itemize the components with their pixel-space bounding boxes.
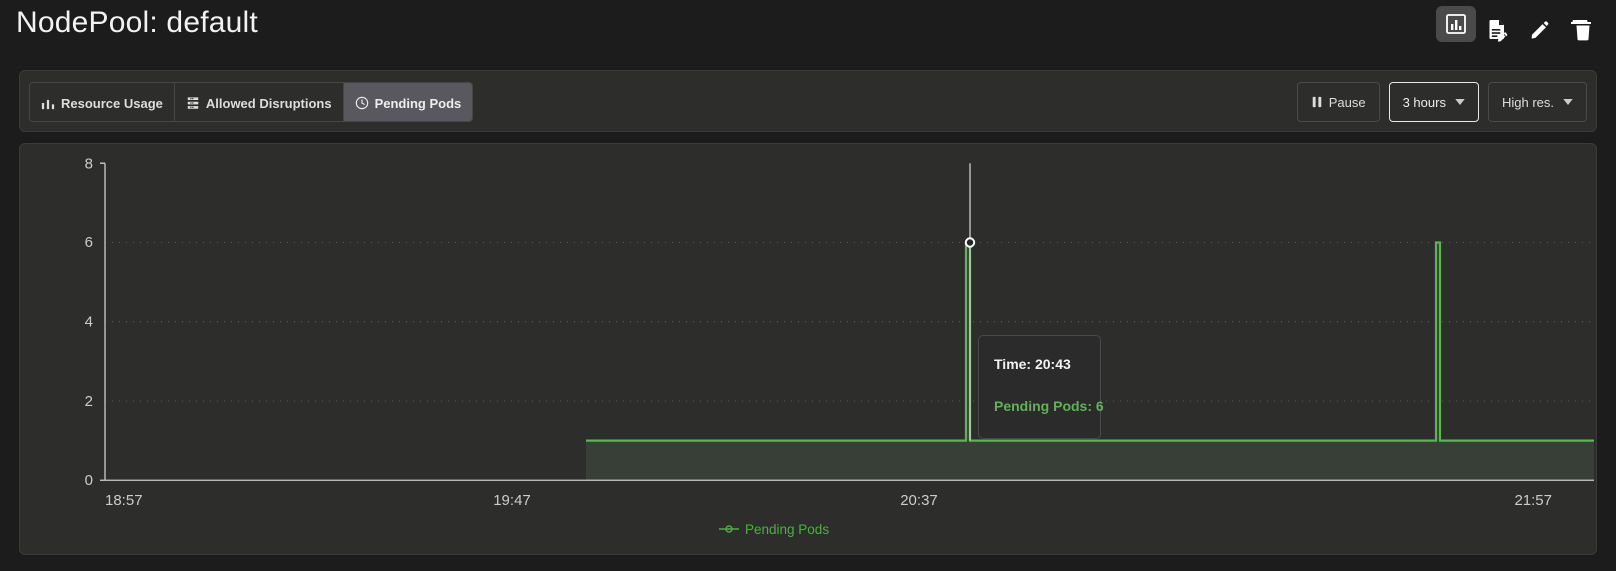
svg-text:19:47: 19:47 [493,492,531,509]
svg-text:20:37: 20:37 [900,492,938,509]
svg-text:0: 0 [85,472,93,489]
svg-text:21:57: 21:57 [1514,492,1552,509]
svg-text:Pending Pods: Pending Pods [745,522,829,537]
svg-text:6: 6 [85,234,93,251]
svg-text:4: 4 [85,314,93,331]
svg-text:8: 8 [85,156,93,173]
svg-text:18:57: 18:57 [105,492,143,509]
svg-text:2: 2 [85,393,93,410]
